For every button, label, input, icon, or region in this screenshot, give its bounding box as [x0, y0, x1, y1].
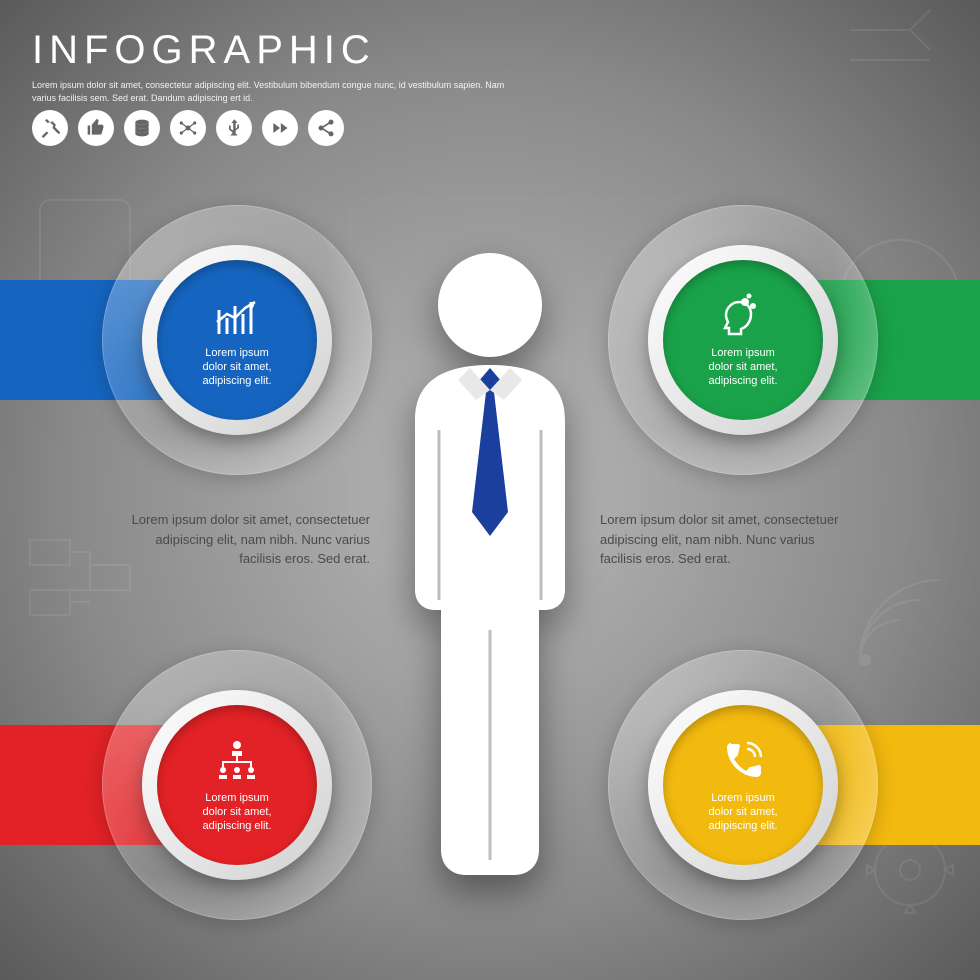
center-text-left: Lorem ipsum dolor sit amet, consectetuer… [130, 510, 370, 569]
header: INFOGRAPHIC Lorem ipsum dolor sit amet, … [32, 28, 512, 104]
node-green-text: Lorem ipsum dolor sit amet, adipiscing e… [708, 346, 777, 389]
header-icon-row [32, 110, 344, 146]
tools-icon [32, 110, 68, 146]
center-text-right: Lorem ipsum dolor sit amet, consectetuer… [600, 510, 840, 569]
database-icon [124, 110, 160, 146]
page-title: INFOGRAPHIC [32, 28, 512, 73]
phone-icon [719, 737, 767, 785]
org-chart-icon [213, 737, 261, 785]
node-yellow-text: Lorem ipsum dolor sit amet, adipiscing e… [708, 791, 777, 834]
page-subtitle: Lorem ipsum dolor sit amet, consectetur … [32, 79, 512, 104]
node-blue-text: Lorem ipsum dolor sit amet, adipiscing e… [202, 346, 271, 389]
share-icon [308, 110, 344, 146]
forward-icon [262, 110, 298, 146]
chart-icon [213, 292, 261, 340]
head-gears-icon [719, 292, 767, 340]
node-yellow: Lorem ipsum dolor sit amet, adipiscing e… [663, 705, 823, 865]
node-red-text: Lorem ipsum dolor sit amet, adipiscing e… [202, 791, 271, 834]
node-red: Lorem ipsum dolor sit amet, adipiscing e… [157, 705, 317, 865]
node-green: Lorem ipsum dolor sit amet, adipiscing e… [663, 260, 823, 420]
nodes-icon [170, 110, 206, 146]
usb-icon [216, 110, 252, 146]
thumbs-up-icon [78, 110, 114, 146]
node-blue: Lorem ipsum dolor sit amet, adipiscing e… [157, 260, 317, 420]
businessman-icon [375, 250, 605, 890]
